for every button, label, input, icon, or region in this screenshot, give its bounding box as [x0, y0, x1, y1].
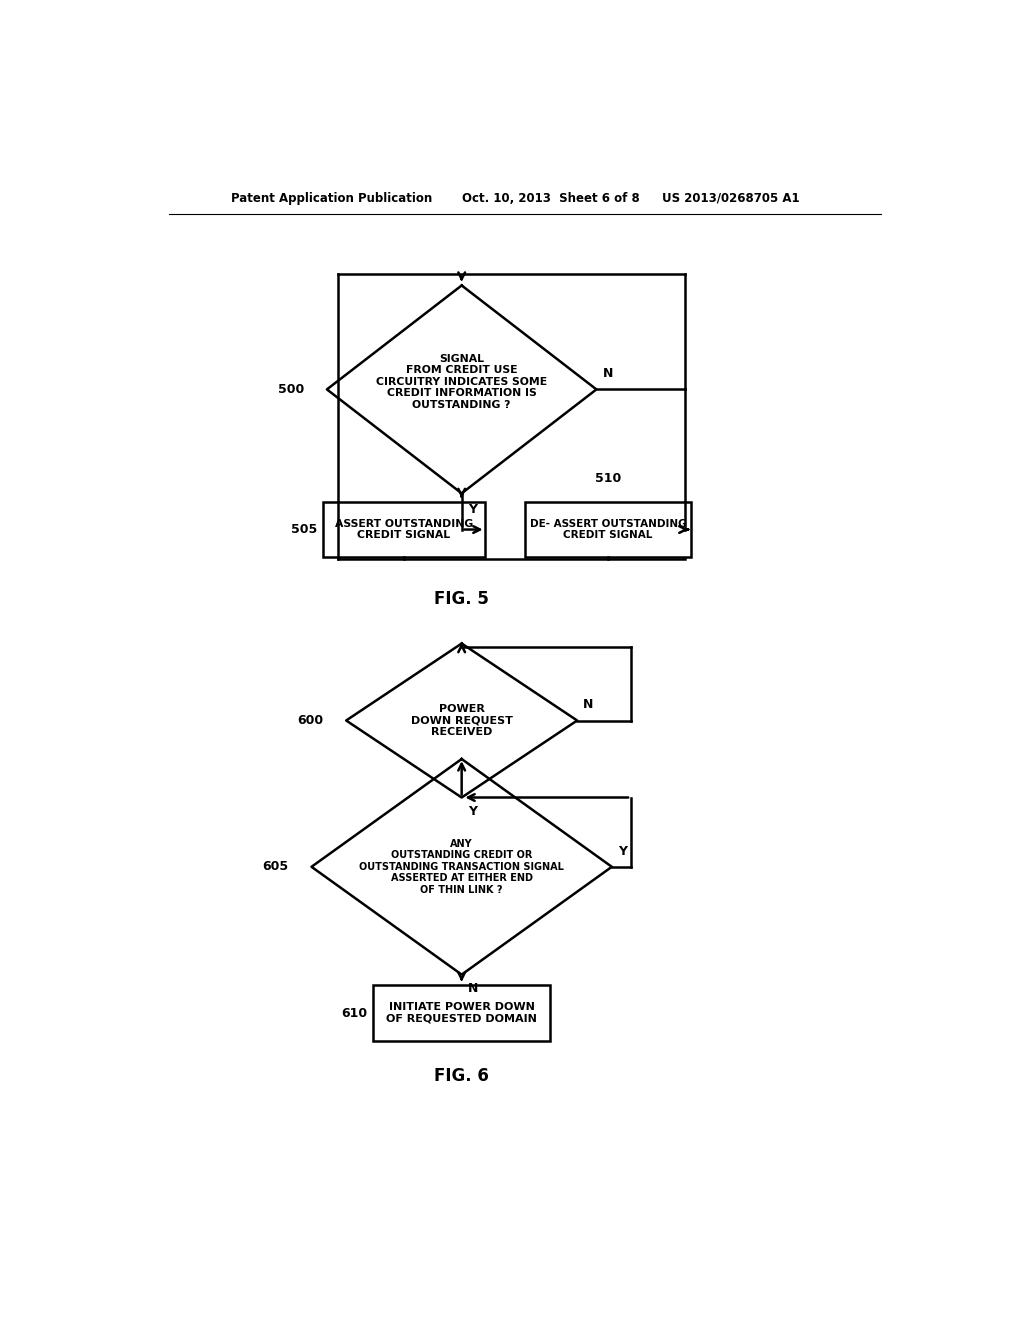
Text: N: N	[584, 698, 594, 711]
Text: SIGNAL
FROM CREDIT USE
CIRCUITRY INDICATES SOME
CREDIT INFORMATION IS
OUTSTANDIN: SIGNAL FROM CREDIT USE CIRCUITRY INDICAT…	[376, 354, 547, 411]
Text: Oct. 10, 2013  Sheet 6 of 8: Oct. 10, 2013 Sheet 6 of 8	[462, 191, 639, 205]
Text: N: N	[468, 982, 478, 995]
Text: 610: 610	[341, 1007, 367, 1019]
Text: 600: 600	[297, 714, 323, 727]
Text: 510: 510	[595, 471, 622, 484]
Text: N: N	[602, 367, 613, 380]
Text: Patent Application Publication: Patent Application Publication	[230, 191, 432, 205]
Bar	[525, 502, 691, 557]
Text: ANY
OUTSTANDING CREDIT OR
OUTSTANDING TRANSACTION SIGNAL
ASSERTED AT EITHER END
: ANY OUTSTANDING CREDIT OR OUTSTANDING TR…	[359, 838, 564, 895]
Text: 605: 605	[262, 861, 289, 874]
Text: US 2013/0268705 A1: US 2013/0268705 A1	[662, 191, 800, 205]
Text: POWER
DOWN REQUEST
RECEIVED: POWER DOWN REQUEST RECEIVED	[411, 704, 513, 737]
Text: Y: Y	[468, 503, 477, 516]
Text: 500: 500	[278, 383, 304, 396]
Text: FIG. 5: FIG. 5	[434, 590, 489, 607]
Text: DE- ASSERT OUTSTANDING
CREDIT SIGNAL: DE- ASSERT OUTSTANDING CREDIT SIGNAL	[529, 519, 686, 540]
Text: INITIATE POWER DOWN
OF REQUESTED DOMAIN: INITIATE POWER DOWN OF REQUESTED DOMAIN	[386, 1002, 538, 1024]
Bar	[373, 985, 550, 1040]
Text: Y: Y	[617, 845, 627, 858]
Text: FIG. 6: FIG. 6	[434, 1068, 489, 1085]
Bar	[323, 502, 484, 557]
Text: ASSERT OUTSTANDING
CREDIT SIGNAL: ASSERT OUTSTANDING CREDIT SIGNAL	[335, 519, 473, 540]
Text: 505: 505	[291, 523, 316, 536]
Text: Y: Y	[468, 805, 477, 818]
